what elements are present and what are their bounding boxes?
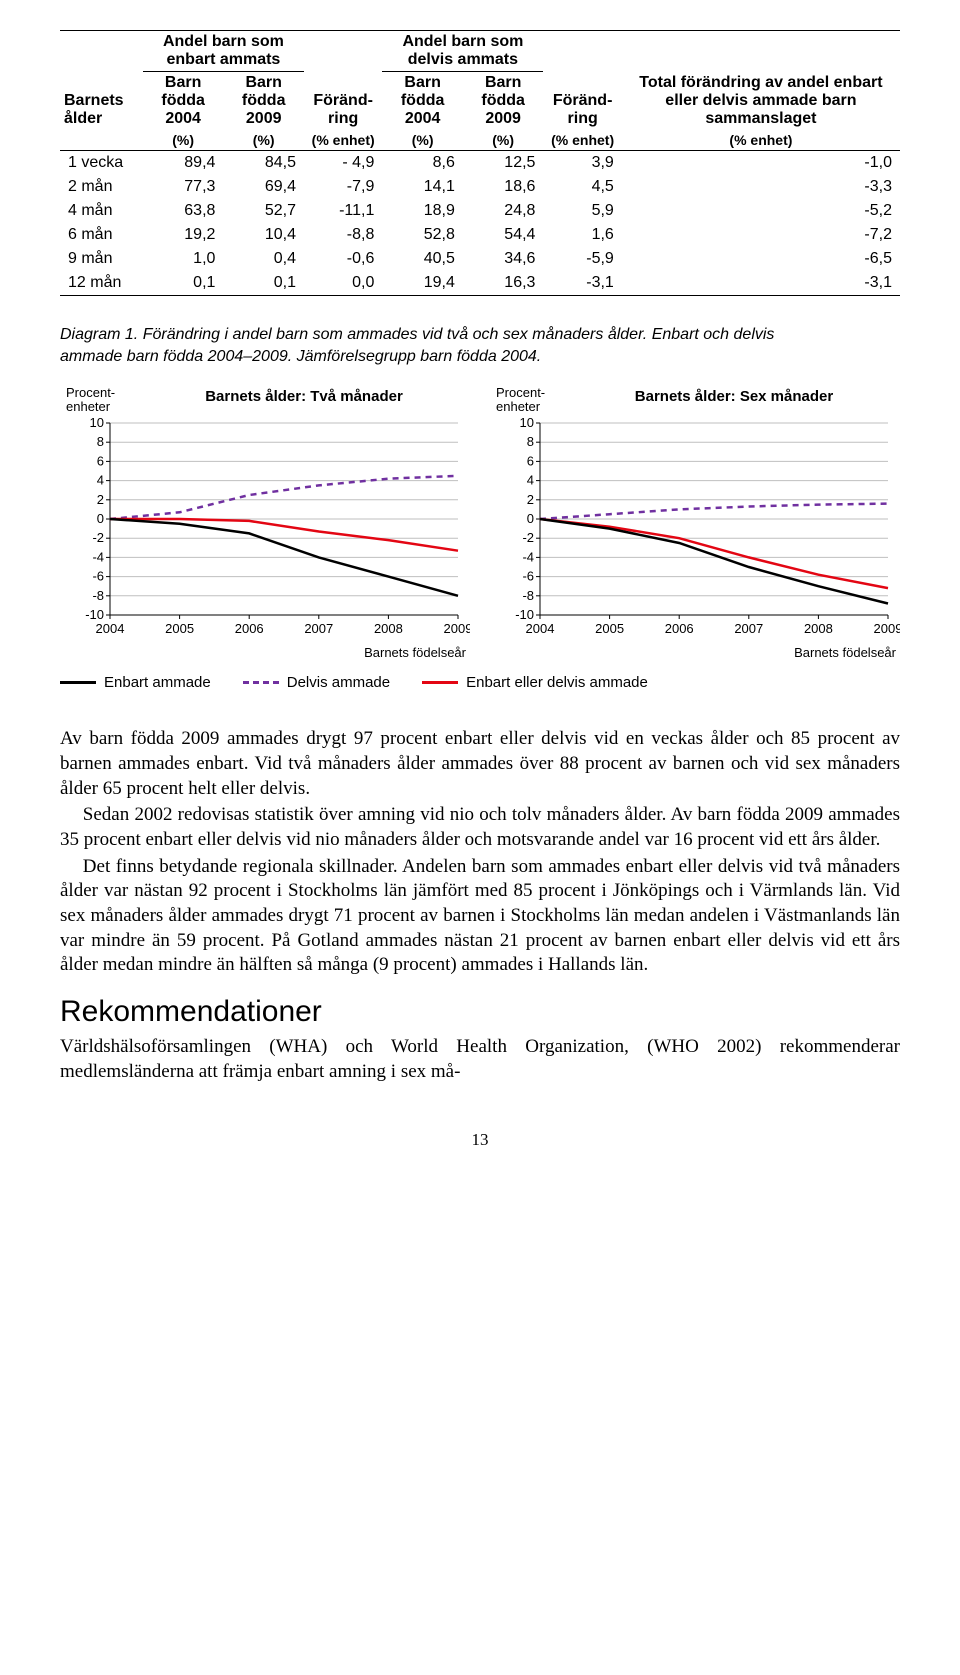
svg-text:2006: 2006 <box>235 621 264 636</box>
svg-text:10: 10 <box>520 415 534 430</box>
svg-text:0: 0 <box>527 511 534 526</box>
breastfeeding-table: Andel barn som enbart ammats Andel barn … <box>60 30 900 296</box>
svg-text:2008: 2008 <box>804 621 833 636</box>
svg-text:Barnets ålder: Två månader: Barnets ålder: Två månader <box>205 388 403 405</box>
svg-text:2005: 2005 <box>165 621 194 636</box>
svg-text:4: 4 <box>527 473 534 488</box>
paragraph-3: Det finns betydande regionala skillnader… <box>60 855 900 978</box>
svg-text:Barnets födelseår: Barnets födelseår <box>364 645 467 660</box>
diagram-caption: Diagram 1. Förändring i andel barn som a… <box>60 324 780 367</box>
legend-enbart: Enbart ammade <box>60 674 211 691</box>
svg-text:-2: -2 <box>92 530 104 545</box>
svg-text:2009: 2009 <box>874 621 900 636</box>
diagram-label: Diagram 1. <box>60 326 138 343</box>
col-2004: Barn födda 2004 <box>143 72 224 131</box>
svg-text:enheter: enheter <box>496 399 541 414</box>
svg-text:-8: -8 <box>522 588 534 603</box>
svg-text:2007: 2007 <box>734 621 763 636</box>
table-row: 2 mån77,369,4-7,914,118,64,5-3,3 <box>60 175 900 199</box>
chart-legend: Enbart ammade Delvis ammade Enbart eller… <box>60 674 900 691</box>
svg-text:2004: 2004 <box>96 621 125 636</box>
table-rowheader: Barnets ålder <box>60 72 143 131</box>
table-group-enbart: Andel barn som enbart ammats <box>143 31 304 72</box>
svg-text:0: 0 <box>97 511 104 526</box>
svg-text:10: 10 <box>90 415 104 430</box>
chart-two-months: -10 -8 -6 -4 -2 0 2 4 6 8 10 2004 2005 2006 2007 2008 20… <box>60 383 470 663</box>
chart-six-months: -10 -8 -6 -4 -2 0 2 4 6 8 10 2004 2005 2006 2007 2008 20… <box>490 383 900 663</box>
legend-combined: Enbart eller delvis ammade <box>422 674 648 691</box>
svg-text:Barnets ålder: Sex månader: Barnets ålder: Sex månader <box>635 388 834 405</box>
svg-text:Procent-: Procent- <box>66 385 115 400</box>
table-row: 9 mån1,00,4-0,640,534,6-5,9-6,5 <box>60 247 900 271</box>
diagram-text: Förändring i andel barn som ammades vid … <box>60 326 774 365</box>
paragraph-1: Av barn födda 2009 ammades drygt 97 proc… <box>60 727 900 801</box>
body-text: Av barn födda 2009 ammades drygt 97 proc… <box>60 727 900 1084</box>
svg-text:2005: 2005 <box>595 621 624 636</box>
svg-text:6: 6 <box>527 454 534 469</box>
legend-delvis: Delvis ammade <box>243 674 390 691</box>
svg-text:8: 8 <box>97 434 104 449</box>
svg-text:-6: -6 <box>92 569 104 584</box>
table-group-delvis: Andel barn som delvis ammats <box>382 31 543 72</box>
table-row: 12 mån0,10,10,019,416,3-3,1-3,1 <box>60 271 900 296</box>
section-heading: Rekommendationer <box>60 992 900 1031</box>
col-2004: Barn födda 2004 <box>382 72 463 131</box>
svg-text:4: 4 <box>97 473 104 488</box>
svg-text:-8: -8 <box>92 588 104 603</box>
svg-text:6: 6 <box>97 454 104 469</box>
paragraph-4: Världshälsoförsamlingen (WHA) och World … <box>60 1035 900 1084</box>
svg-text:-10: -10 <box>85 607 104 622</box>
svg-text:Procent-: Procent- <box>496 385 545 400</box>
table-row: 1 vecka89,484,5- 4,98,612,53,9-1,0 <box>60 151 900 176</box>
svg-text:2009: 2009 <box>444 621 470 636</box>
svg-text:-6: -6 <box>522 569 534 584</box>
svg-text:2: 2 <box>527 492 534 507</box>
svg-text:2008: 2008 <box>374 621 403 636</box>
col-change: Föränd-ring <box>304 72 382 131</box>
svg-text:2: 2 <box>97 492 104 507</box>
col-2009: Barn födda 2009 <box>223 72 304 131</box>
svg-text:2006: 2006 <box>665 621 694 636</box>
svg-text:-4: -4 <box>522 550 534 565</box>
svg-text:-4: -4 <box>92 550 104 565</box>
col-2009: Barn födda 2009 <box>463 72 544 131</box>
svg-text:8: 8 <box>527 434 534 449</box>
svg-text:2007: 2007 <box>304 621 333 636</box>
col-change: Föränd-ring <box>543 72 621 131</box>
svg-text:-2: -2 <box>522 530 534 545</box>
table-group-total: Total förändring av andel enbart eller d… <box>622 31 900 131</box>
charts-container: -10-8-6-4-202468102004200520062007200820… <box>60 383 900 668</box>
svg-text:Barnets födelseår: Barnets födelseår <box>794 645 897 660</box>
svg-text:-10: -10 <box>515 607 534 622</box>
svg-text:2004: 2004 <box>526 621 555 636</box>
page-number: 13 <box>60 1130 900 1150</box>
paragraph-2: Sedan 2002 redovisas statistik över amni… <box>60 803 900 852</box>
svg-text:enheter: enheter <box>66 399 111 414</box>
table-row: 6 mån19,210,4-8,852,854,41,6-7,2 <box>60 223 900 247</box>
table-row: 4 mån63,852,7-11,118,924,85,9-5,2 <box>60 199 900 223</box>
